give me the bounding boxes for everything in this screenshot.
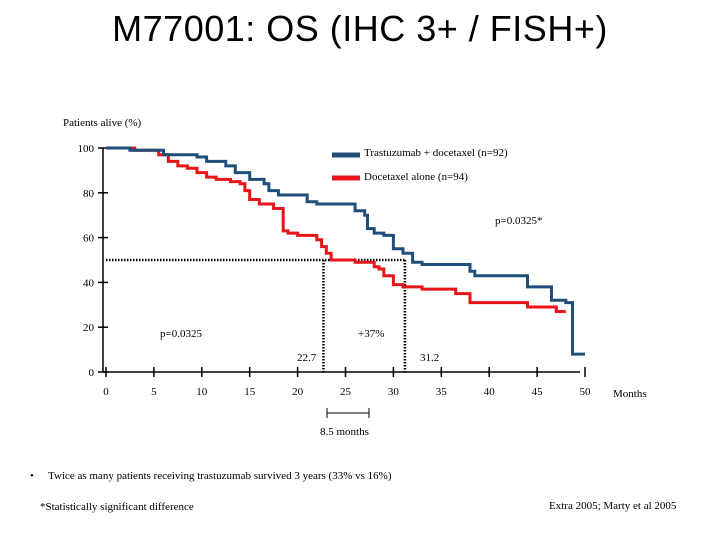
x-tick-label: 30	[388, 386, 400, 398]
x-ticks: 0 5 10 15 20 25 30 35 40 45 50	[103, 367, 591, 398]
increase-label: +37%	[358, 328, 384, 340]
median-label-left: 22.7	[297, 352, 317, 364]
legend: Trastuzumab + docetaxel (n=92) Docetaxel…	[332, 147, 508, 183]
series-trastuzumab-docetaxel	[106, 146, 585, 356]
x-tick-label: 0	[103, 386, 109, 398]
slide-title: M77001: OS (IHC 3+ / FISH+)	[112, 8, 608, 49]
y-tick-label: 40	[83, 277, 95, 289]
x-tick-label: 5	[151, 386, 157, 398]
x-tick-label: 35	[436, 386, 448, 398]
y-tick-label: 0	[89, 367, 95, 379]
y-axis-title: Patients alive (%)	[63, 117, 142, 129]
series-docetaxel-alone	[106, 146, 566, 313]
x-tick-label: 45	[532, 386, 544, 398]
bullet-text: Twice as many patients receiving trastuz…	[48, 470, 392, 482]
difference-label: 8.5 months	[320, 426, 369, 438]
p-value-left: p=0.0325	[160, 328, 202, 340]
x-tick-label: 20	[292, 386, 304, 398]
median-label-right: 31.2	[420, 352, 439, 364]
bullet-dot: •	[30, 470, 34, 482]
median-lines	[106, 258, 407, 372]
footnote: *Statistically significant difference	[40, 501, 194, 513]
y-tick-label: 20	[83, 322, 95, 334]
x-tick-label: 25	[340, 386, 352, 398]
series-layer	[106, 146, 585, 356]
legend-label-docetaxel: Docetaxel alone (n=94)	[364, 171, 468, 183]
reference: Extra 2005; Marty et al 2005	[549, 500, 677, 512]
p-value-right: p=0.0325*	[495, 215, 542, 227]
x-tick-label: 15	[244, 386, 256, 398]
x-tick-label: 40	[484, 386, 496, 398]
y-tick-label: 100	[78, 143, 95, 155]
bullet-line: • Twice as many patients receiving trastu…	[30, 470, 392, 482]
difference-bracket	[326, 408, 370, 418]
y-tick-label: 60	[83, 233, 95, 245]
y-tick-label: 80	[83, 188, 95, 200]
x-tick-label: 50	[580, 386, 592, 398]
x-tick-label: 10	[196, 386, 208, 398]
legend-label-trastuzumab: Trastuzumab + docetaxel (n=92)	[364, 147, 508, 159]
x-axis-title: Months	[613, 388, 647, 400]
